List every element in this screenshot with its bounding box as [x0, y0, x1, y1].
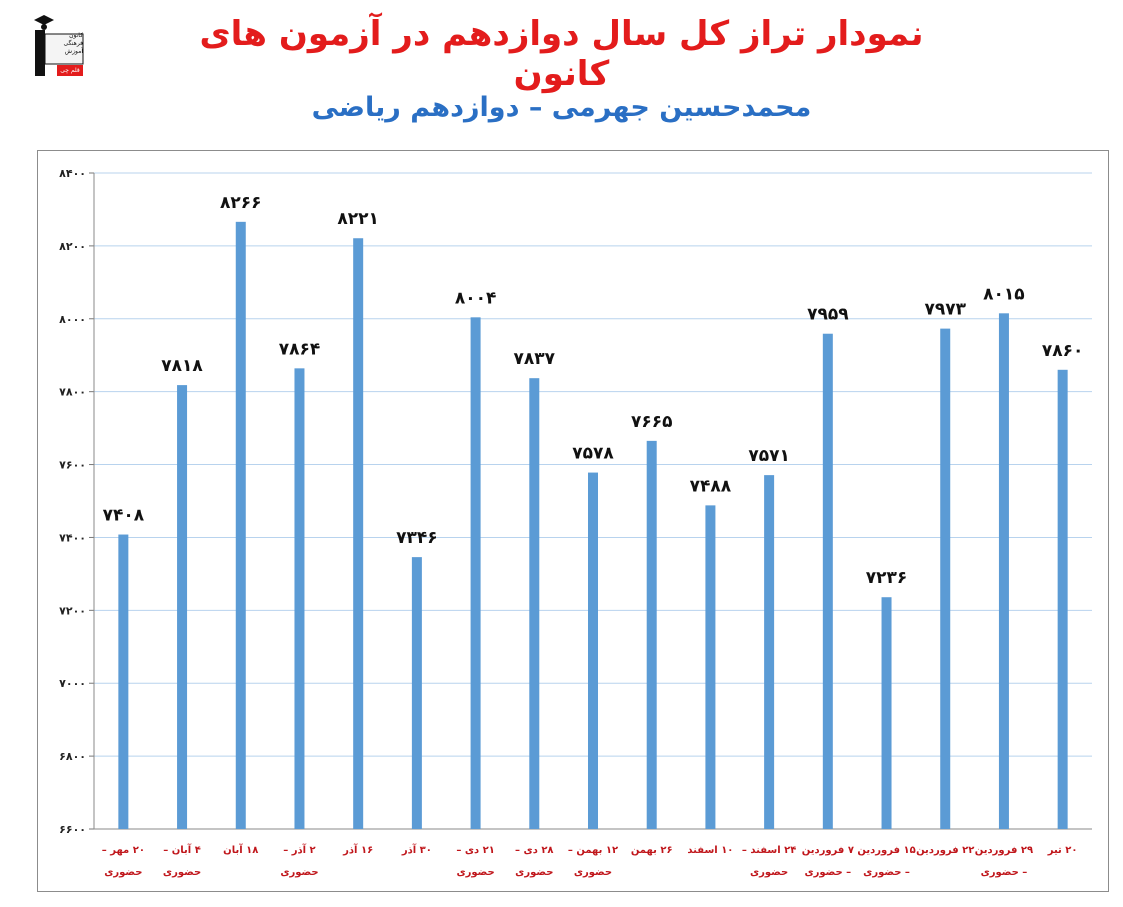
data-label: ۷۸۶۰ — [1042, 341, 1084, 361]
y-tick-label: ۷۴۰۰ — [59, 531, 86, 544]
data-label: ۷۳۴۶ — [396, 528, 438, 548]
x-tick-label: – حضوری — [863, 867, 910, 878]
x-tick-label: ۲۶ بهمن — [631, 845, 673, 856]
logo-tag: قلم چی — [57, 65, 83, 76]
data-label: ۷۵۷۱ — [748, 446, 790, 466]
bar — [177, 385, 188, 829]
x-tick-label: حضوری — [163, 867, 201, 878]
x-tick-label: حضوری — [574, 867, 612, 878]
logo-line-3: آموزش — [64, 48, 83, 55]
logo-line-2: فرهنگی — [63, 40, 83, 47]
y-tick-label: ۶۶۰۰ — [59, 823, 86, 836]
y-tick-label: ۷۶۰۰ — [59, 459, 86, 472]
bar — [353, 238, 364, 829]
bar — [470, 317, 481, 829]
x-tick-label: حضوری — [280, 867, 318, 878]
x-tick-label: ۷ فروردین — [802, 845, 854, 856]
data-label: ۷۶۶۵ — [631, 412, 673, 432]
bar — [881, 597, 892, 829]
y-tick-label: ۷۲۰۰ — [59, 604, 86, 617]
bar — [294, 368, 305, 829]
chart-area: ۶۶۰۰ ۶۸۰۰ ۷۰۰۰ ۷۲۰۰ ۷۴۰۰ ۷۶۰۰ ۷۸۰۰ ۸۰۰۰ ۸۲۰۰ ۸۴۰۰… — [37, 150, 1109, 892]
y-tick-label: ۷۰۰۰ — [59, 677, 86, 690]
bar — [764, 475, 775, 829]
x-tick-label: ۱۸ آبان — [223, 843, 258, 856]
bar — [411, 557, 422, 829]
x-tick-label: ۲۲ فروردین — [916, 845, 974, 856]
data-label: ۸۰۰۴ — [455, 288, 497, 308]
bar — [646, 440, 657, 829]
bar — [118, 534, 129, 829]
x-tick-label: ۱۵ فروردین — [857, 845, 915, 856]
bar — [588, 472, 598, 829]
logo-line-1: کانون — [69, 32, 83, 39]
y-tick-label: ۶۸۰۰ — [59, 750, 86, 763]
data-label: ۷۲۳۶ — [866, 568, 908, 588]
data-label: ۷۵۷۸ — [572, 444, 614, 464]
data-label: ۸۲۲۱ — [337, 209, 379, 229]
logo-text: کانون فرهنگی آموزش — [47, 32, 83, 56]
x-tick-label: ۴ آبان – — [163, 843, 201, 856]
bar — [940, 328, 951, 829]
x-tick-label: – حضوری — [804, 867, 851, 878]
x-tick-label: ۲۴ اسفند – — [742, 845, 797, 856]
x-tick-label: ۲۰ تیر — [1047, 845, 1078, 856]
x-tick-label: ۱۰ اسفند — [687, 845, 733, 856]
chart-subtitle: محمدحسین جهرمی – دوازدهم ریاضی — [311, 92, 812, 123]
data-label: ۷۹۵۹ — [807, 305, 849, 325]
bar — [529, 378, 540, 829]
x-tick-label: ۲ آذر – — [283, 843, 315, 856]
data-label: ۷۸۳۷ — [514, 349, 556, 369]
x-tick-label: ۱۲ بهمن – — [568, 845, 618, 856]
kanoon-logo: کانون فرهنگی آموزش قلم چی — [32, 12, 86, 78]
x-tick-label: ۲۹ فروردین — [975, 845, 1033, 856]
x-tick-label: حضوری — [104, 867, 142, 878]
x-tick-label: ۲۸ دی – — [515, 845, 553, 856]
x-tick-label: حضوری — [515, 867, 553, 878]
bar — [998, 313, 1009, 829]
x-tick-label: – حضوری — [981, 867, 1028, 878]
data-label: ۸۰۱۵ — [983, 284, 1025, 304]
graduate-icon — [34, 15, 84, 76]
bar — [1057, 369, 1068, 829]
x-tick-label: ۲۱ دی – — [456, 845, 494, 856]
data-label: ۷۴۰۸ — [103, 506, 145, 526]
bar — [235, 221, 246, 829]
chart-title: نمودار تراز کل سال دوازدهم در آزمون های … — [199, 14, 924, 94]
x-tick-label: ۲۰ مهر – — [102, 845, 145, 856]
x-tick-label: ۳۰ آذر — [401, 843, 432, 856]
x-tick-label: ۱۶ آذر — [342, 843, 373, 856]
y-tick-label: ۸۲۰۰ — [59, 240, 86, 253]
data-label: ۷۴۸۸ — [690, 476, 732, 496]
y-tick-label: ۸۴۰۰ — [59, 167, 86, 180]
data-label: ۷۸۶۴ — [279, 339, 321, 359]
data-label: ۸۲۶۶ — [220, 193, 262, 213]
bar-chart: ۶۶۰۰ ۶۸۰۰ ۷۰۰۰ ۷۲۰۰ ۷۴۰۰ ۷۶۰۰ ۷۸۰۰ ۸۰۰۰ ۸۲۰۰ ۸۴۰۰… — [59, 167, 1092, 878]
bar — [822, 333, 833, 829]
y-tick-label: ۷۸۰۰ — [59, 386, 86, 399]
bar — [705, 505, 716, 829]
x-tick-label: حضوری — [750, 867, 788, 878]
data-label: ۷۸۱۸ — [161, 356, 203, 376]
x-tick-label: حضوری — [456, 867, 494, 878]
y-tick-label: ۸۰۰۰ — [59, 313, 86, 326]
data-label: ۷۹۷۳ — [924, 300, 966, 320]
